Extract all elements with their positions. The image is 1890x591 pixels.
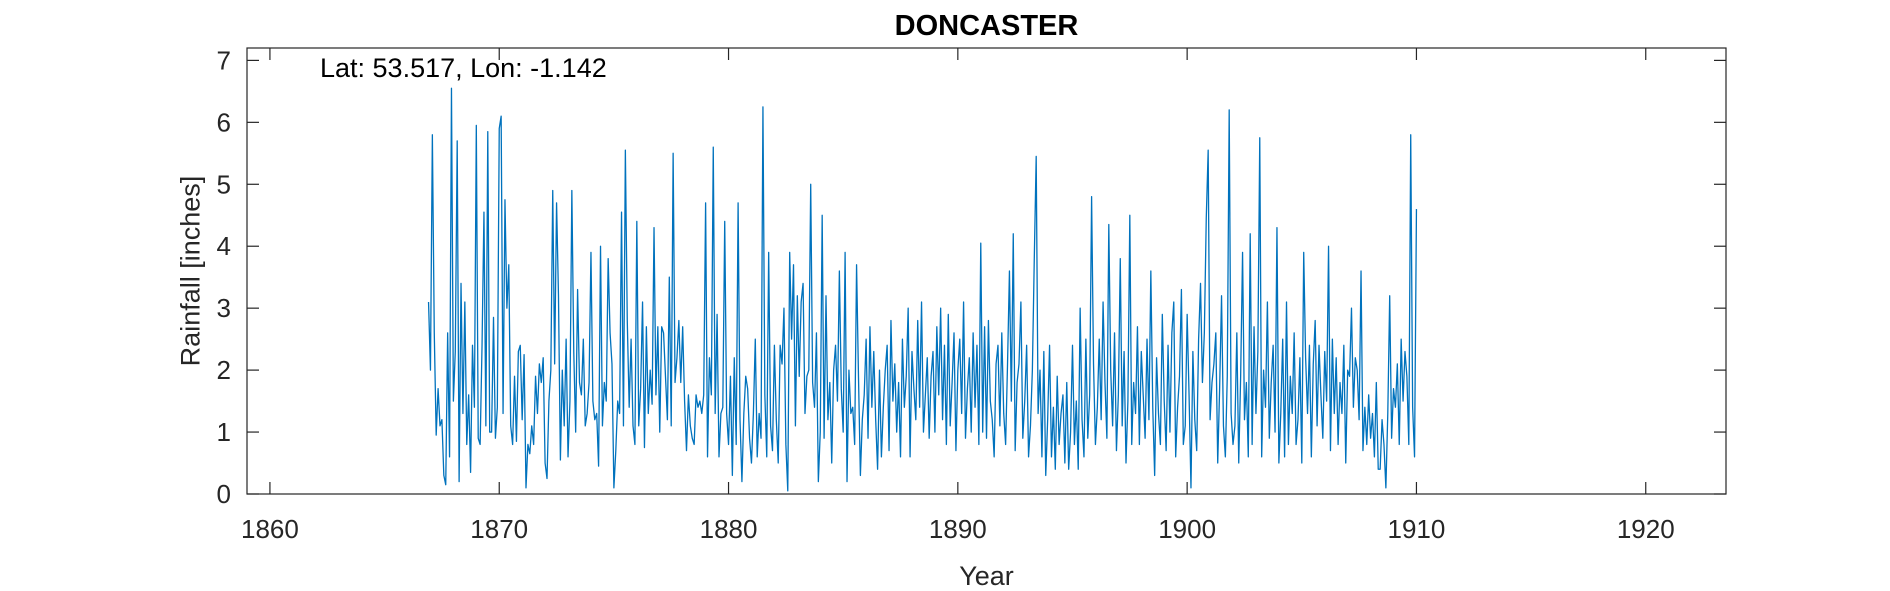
x-tick-label: 1870 <box>470 514 528 544</box>
rainfall-series-line <box>427 87 1418 492</box>
y-axis-label: Rainfall [inches] <box>175 176 205 367</box>
y-tick-label: 7 <box>217 45 231 75</box>
y-tick-label: 5 <box>217 169 231 199</box>
y-tick-label: 4 <box>217 231 231 261</box>
x-tick-label: 1890 <box>929 514 987 544</box>
y-tick-label: 1 <box>217 417 231 447</box>
chart-title: DONCASTER <box>895 10 1079 42</box>
axis-ticks <box>247 48 1726 495</box>
location-annotation: Lat: 53.517, Lon: -1.142 <box>320 53 607 83</box>
y-tick-label: 3 <box>217 293 231 323</box>
y-tick-label: 6 <box>217 107 231 137</box>
tick-labels: 1860 1870 1880 1890 1900 1910 1920 0 1 2 3 4 5 6 7 <box>217 45 1675 544</box>
x-tick-label: 1910 <box>1388 514 1446 544</box>
x-tick-label: 1880 <box>700 514 758 544</box>
x-tick-label: 1920 <box>1617 514 1675 544</box>
y-tick-label: 2 <box>217 355 231 385</box>
x-tick-label: 1860 <box>241 514 299 544</box>
y-tick-label: 0 <box>217 479 231 509</box>
x-axis-label: Year <box>959 561 1014 591</box>
x-tick-label: 1900 <box>1158 514 1216 544</box>
